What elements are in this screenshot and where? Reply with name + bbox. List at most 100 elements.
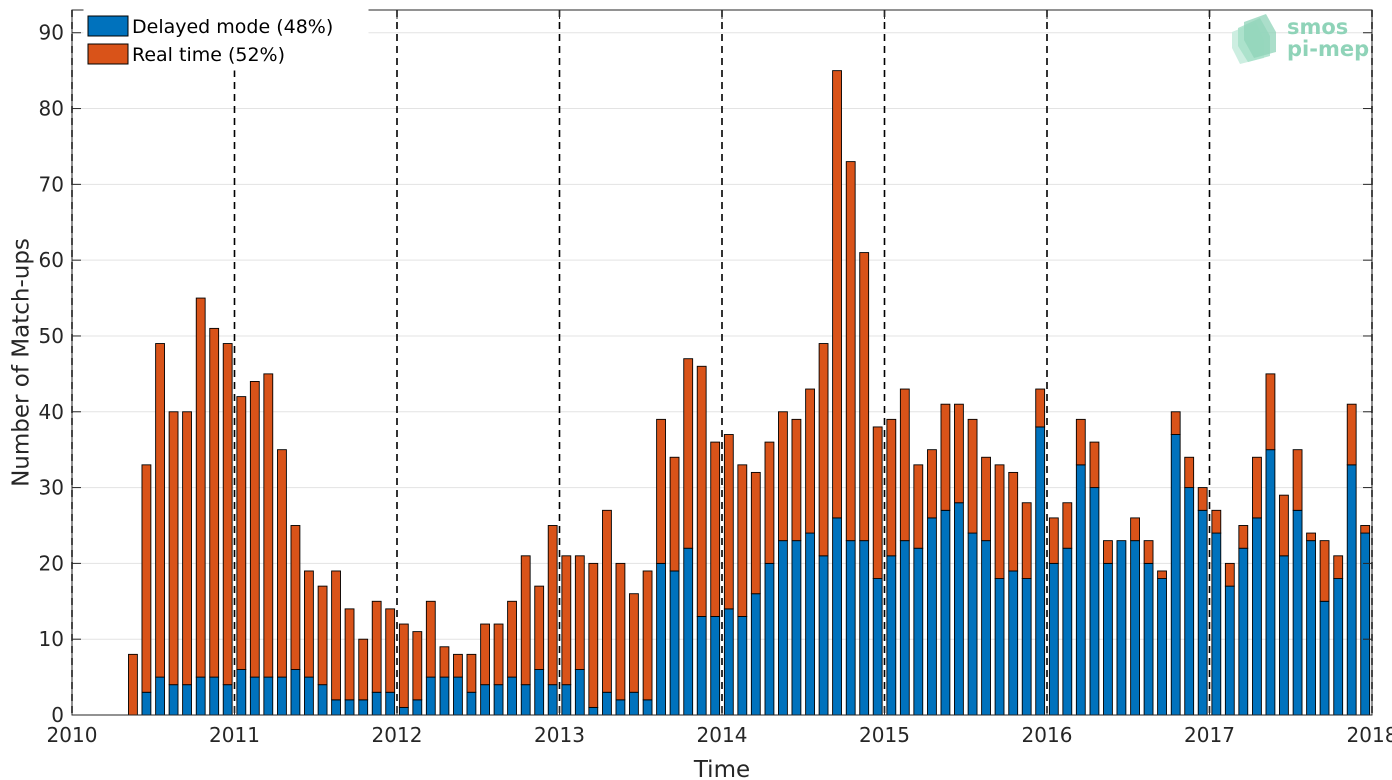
bar-realtime-48 <box>778 411 788 542</box>
bar-delayed-67 <box>1035 426 1046 716</box>
bar-realtime-7 <box>222 343 233 686</box>
bar-realtime-59 <box>927 449 937 519</box>
bar-realtime-40 <box>669 456 680 572</box>
bar-delayed-58 <box>913 547 924 716</box>
bar-realtime-41 <box>683 358 694 549</box>
bar-realtime-78 <box>1184 456 1195 489</box>
y-tick-label-40: 40 <box>39 400 64 424</box>
bar-delayed-29 <box>520 684 531 716</box>
bar-realtime-46 <box>750 471 761 595</box>
bar-delayed-40 <box>669 570 680 716</box>
bar-delayed-85 <box>1279 555 1289 716</box>
bar-delayed-2 <box>155 676 165 716</box>
bar-realtime-81 <box>1224 562 1235 587</box>
bar-realtime-62 <box>967 418 978 534</box>
bar-realtime-52 <box>832 70 842 519</box>
bar-delayed-4 <box>182 684 192 716</box>
bar-delayed-19 <box>385 691 396 716</box>
bar-delayed-81 <box>1224 585 1235 716</box>
bar-delayed-55 <box>872 578 883 716</box>
bar-realtime-5 <box>195 297 206 678</box>
bar-realtime-25 <box>466 653 477 693</box>
bar-delayed-7 <box>222 684 233 716</box>
bar-realtime-16 <box>344 608 355 701</box>
logo-mark-icon <box>1232 14 1276 64</box>
bar-delayed-11 <box>277 676 287 716</box>
bar-delayed-90 <box>1346 464 1357 716</box>
bar-realtime-65 <box>1008 471 1019 572</box>
y-tick-label-20: 20 <box>39 551 64 575</box>
bar-realtime-8 <box>236 396 247 670</box>
bar-delayed-31 <box>547 684 558 716</box>
bar-delayed-52 <box>832 517 842 716</box>
x-tick-label-2015: 2015 <box>859 723 910 747</box>
bar-delayed-72 <box>1103 562 1113 716</box>
bar-delayed-74 <box>1130 540 1140 716</box>
bar-realtime-13 <box>304 570 314 678</box>
bar-realtime-33 <box>574 555 585 670</box>
bar-realtime-89 <box>1333 555 1344 579</box>
bar-realtime-38 <box>642 570 653 701</box>
bar-delayed-91 <box>1360 532 1371 716</box>
bar-delayed-66 <box>1021 578 1032 716</box>
bar-realtime-27 <box>493 623 504 686</box>
y-tick-label-60: 60 <box>39 248 64 272</box>
bar-delayed-62 <box>967 532 978 716</box>
bar-delayed-48 <box>778 540 788 716</box>
bar-delayed-49 <box>791 540 802 716</box>
bar-realtime-17 <box>358 638 369 701</box>
bar-realtime-80 <box>1211 509 1222 534</box>
bar-realtime-12 <box>290 525 301 670</box>
bar-realtime-83 <box>1252 456 1262 519</box>
bar-delayed-20 <box>398 706 409 716</box>
bar-realtime-23 <box>439 646 450 678</box>
legend-label-delayed: Delayed mode (48%) <box>132 16 333 38</box>
bar-delayed-69 <box>1062 547 1073 716</box>
bar-delayed-82 <box>1238 547 1249 716</box>
bar-realtime-18 <box>371 600 382 693</box>
smos-pi-mep-logo: smos pi-mep <box>1232 14 1369 64</box>
bar-realtime-70 <box>1075 418 1086 466</box>
bar-realtime-37 <box>629 593 639 693</box>
x-tick-label-2017: 2017 <box>1184 723 1235 747</box>
y-tick-label-0: 0 <box>51 703 64 727</box>
bar-realtime-22 <box>425 600 436 678</box>
bar-delayed-42 <box>696 616 707 716</box>
bar-delayed-9 <box>249 676 260 716</box>
bar-realtime-53 <box>845 161 856 542</box>
bar-delayed-89 <box>1333 578 1344 716</box>
bar-delayed-56 <box>886 555 897 716</box>
bar-realtime-26 <box>480 623 490 686</box>
bar-realtime-43 <box>710 441 721 617</box>
bar-realtime-2 <box>155 343 165 678</box>
bar-realtime-72 <box>1103 540 1113 564</box>
bar-delayed-16 <box>344 699 355 716</box>
bar-delayed-71 <box>1089 487 1100 716</box>
bar-delayed-13 <box>304 676 314 716</box>
bar-realtime-21 <box>412 631 423 701</box>
bar-delayed-64 <box>994 578 1005 716</box>
bar-delayed-24 <box>453 676 463 716</box>
bar-delayed-60 <box>940 509 951 716</box>
bar-delayed-36 <box>615 699 626 716</box>
bar-delayed-23 <box>439 676 450 716</box>
bar-delayed-68 <box>1048 562 1059 716</box>
bar-delayed-32 <box>561 684 572 716</box>
bar-delayed-30 <box>534 669 545 716</box>
bar-delayed-34 <box>588 706 599 716</box>
bars <box>128 70 1371 716</box>
bar-delayed-51 <box>818 555 829 716</box>
bar-delayed-70 <box>1075 464 1086 716</box>
bar-delayed-77 <box>1170 434 1181 716</box>
bar-delayed-39 <box>656 562 666 716</box>
bar-realtime-6 <box>209 327 220 678</box>
bar-realtime-29 <box>520 555 531 686</box>
bar-realtime-42 <box>696 365 707 617</box>
bar-delayed-26 <box>480 684 490 716</box>
y-tick-label-30: 30 <box>39 476 64 500</box>
bar-realtime-1 <box>141 464 152 693</box>
bar-realtime-44 <box>723 434 734 610</box>
bar-realtime-77 <box>1170 411 1181 435</box>
bar-realtime-28 <box>507 600 517 678</box>
